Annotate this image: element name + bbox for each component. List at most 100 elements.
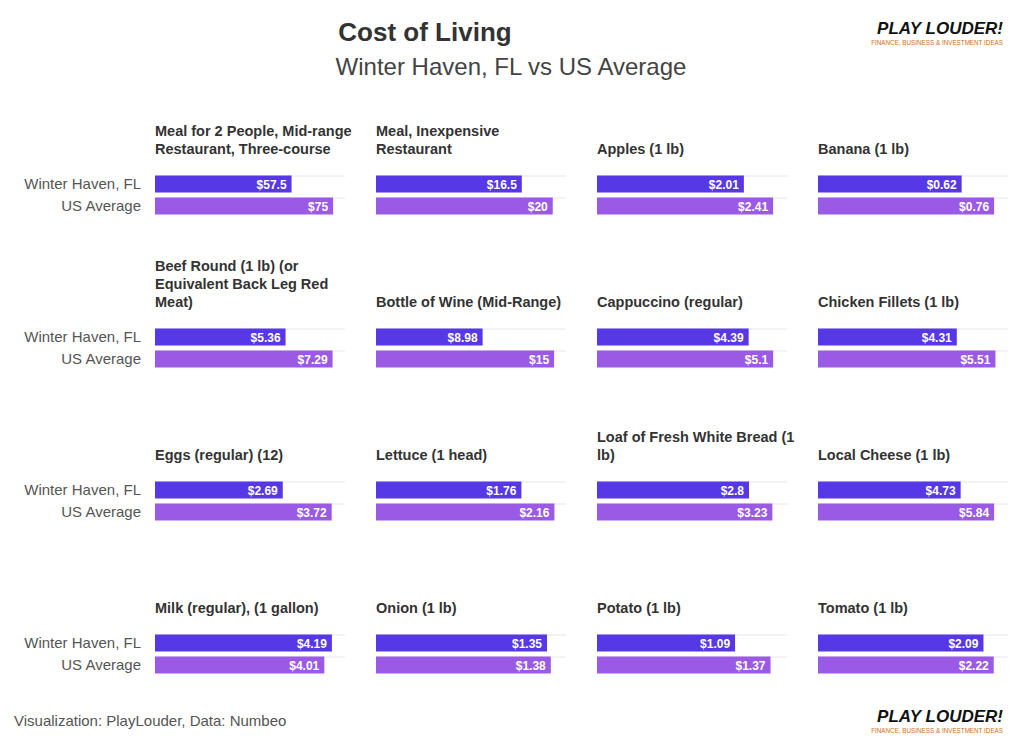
panel: Milk (regular), (1 gallon)Winter Haven, … <box>24 600 345 674</box>
data-label: $8.98 <box>448 331 478 345</box>
labels: $4.39$5.1 <box>714 331 769 367</box>
panel-title-line: Restaurant, Three-course <box>155 141 331 157</box>
bar <box>155 351 333 368</box>
data-label: $4.73 <box>926 484 956 498</box>
bars <box>376 329 566 368</box>
logo-name: PLAY LOUDER! <box>877 19 1003 38</box>
data-label: $0.76 <box>959 200 989 214</box>
labels: $1.76$2.16 <box>486 484 549 520</box>
bar <box>597 482 749 499</box>
panel: Local Cheese (1 lb) $4.73$5.84 <box>818 447 1008 521</box>
data-label: $2.09 <box>948 637 978 651</box>
labels: $4.73$5.84 <box>926 484 990 520</box>
panel-title: Potato (1 lb) <box>597 600 681 616</box>
bars <box>155 635 345 674</box>
panel: Meal, InexpensiveRestaurant $16.5$20 <box>376 123 566 215</box>
bar <box>597 176 744 193</box>
data-label: $20 <box>528 200 548 214</box>
panel-title: Banana (1 lb) <box>818 141 909 157</box>
panel-title-line: Equivalent Back Leg Red <box>155 276 328 292</box>
panel-title-line: Meat) <box>155 294 193 310</box>
bars <box>597 329 787 368</box>
data-label: $0.62 <box>927 178 957 192</box>
labels: Winter Haven, FL $57.5 US Average $75 <box>24 175 328 214</box>
labels: $1.35$1.38 <box>512 637 546 673</box>
logo-tagline: FINANCE, BUSINESS & INVESTMENT IDEAS <box>871 727 1003 734</box>
data-label: $5.84 <box>959 506 989 520</box>
panel: Banana (1 lb) $0.62$0.76 <box>818 141 1008 215</box>
bars <box>376 482 566 521</box>
panel-title: Bottle of Wine (Mid-Range) <box>376 294 561 310</box>
bars <box>155 329 345 368</box>
panel-title-line: Chicken Fillets (1 lb) <box>818 294 959 310</box>
panel-title: Local Cheese (1 lb) <box>818 447 950 463</box>
panel-title-line: Loaf of Fresh White Bread (1 <box>597 429 794 445</box>
labels: Winter Haven, FL$2.69US Average$3.72 <box>24 481 327 520</box>
panel: Bottle of Wine (Mid-Range) $8.98 $15 <box>376 294 566 368</box>
title: Cost of Living <box>338 17 511 47</box>
panel: Loaf of Fresh White Bread (1lb)$2.8$3.23 <box>597 429 794 521</box>
data-label: $57.5 <box>257 178 287 192</box>
bar <box>376 657 551 674</box>
panel-title-line: lb) <box>597 447 615 463</box>
data-label: $3.23 <box>737 506 767 520</box>
category-label: US Average <box>61 197 141 214</box>
labels: $2.09$2.22 <box>948 637 989 673</box>
bars <box>155 176 345 215</box>
bar <box>155 482 283 499</box>
panel-title-line: Banana (1 lb) <box>818 141 909 157</box>
bar <box>597 657 771 674</box>
bar <box>818 329 957 346</box>
data-label: $5.1 <box>745 353 769 367</box>
bars <box>155 482 345 521</box>
panel-title-line: Local Cheese (1 lb) <box>818 447 950 463</box>
bar <box>155 504 332 521</box>
panel-title-line: Beef Round (1 lb) (or <box>155 258 299 274</box>
bar <box>818 482 961 499</box>
bar <box>818 351 995 368</box>
panel-title: Eggs (regular) (12) <box>155 447 283 463</box>
bars <box>818 329 1008 368</box>
panel-title: Meal for 2 People, Mid-rangeRestaurant, … <box>155 123 352 157</box>
bar <box>597 635 735 652</box>
data-label: $5.36 <box>251 331 281 345</box>
panel-title: Meal, InexpensiveRestaurant <box>376 123 499 157</box>
subtitle: Winter Haven, FL vs US Average <box>336 53 687 80</box>
bars <box>597 176 787 215</box>
logo-name: PLAY LOUDER! <box>877 707 1003 726</box>
data-label: $4.39 <box>714 331 744 345</box>
bar <box>597 329 749 346</box>
labels: $2.01 $2.41 <box>709 178 769 214</box>
bar <box>376 176 522 193</box>
data-label: $15 <box>529 353 549 367</box>
category-label: US Average <box>61 503 141 520</box>
bars <box>818 482 1008 521</box>
labels: $16.5$20 <box>487 178 548 214</box>
bar <box>597 504 772 521</box>
labels: Winter Haven, FL$4.19US Average$4.01 <box>24 634 327 673</box>
category-label: Winter Haven, FL <box>24 175 141 192</box>
page: Cost of Living Winter Haven, FL vs US Ave… <box>0 0 1024 751</box>
category-label: US Average <box>61 656 141 673</box>
panel: Chicken Fillets (1 lb)$4.31$5.51 <box>818 294 1008 368</box>
data-label: $75 <box>308 200 328 214</box>
bar <box>155 635 332 652</box>
bars <box>376 176 566 215</box>
bar <box>376 351 554 368</box>
data-label: $3.72 <box>297 506 327 520</box>
panel-title: Tomato (1 lb) <box>818 600 908 616</box>
panel: Meal for 2 People, Mid-rangeRestaurant, … <box>24 123 351 215</box>
credit: Visualization: PlayLouder, Data: Numbeo <box>14 712 286 729</box>
logo-tagline: FINANCE, BUSINESS & INVESTMENT IDEAS <box>871 39 1003 46</box>
data-label: $1.35 <box>512 637 542 651</box>
data-label: $1.37 <box>736 659 766 673</box>
panel: Lettuce (1 head) $1.76$2.16 <box>376 447 566 521</box>
panel-title-line: Bottle of Wine (Mid-Range) <box>376 294 561 310</box>
bar <box>818 657 994 674</box>
data-label: $2.16 <box>519 506 549 520</box>
panel-title-line: Lettuce (1 head) <box>376 447 487 463</box>
data-label: $2.01 <box>709 178 739 192</box>
bars <box>597 635 787 674</box>
bar <box>155 657 324 674</box>
data-label: $2.41 <box>738 200 768 214</box>
